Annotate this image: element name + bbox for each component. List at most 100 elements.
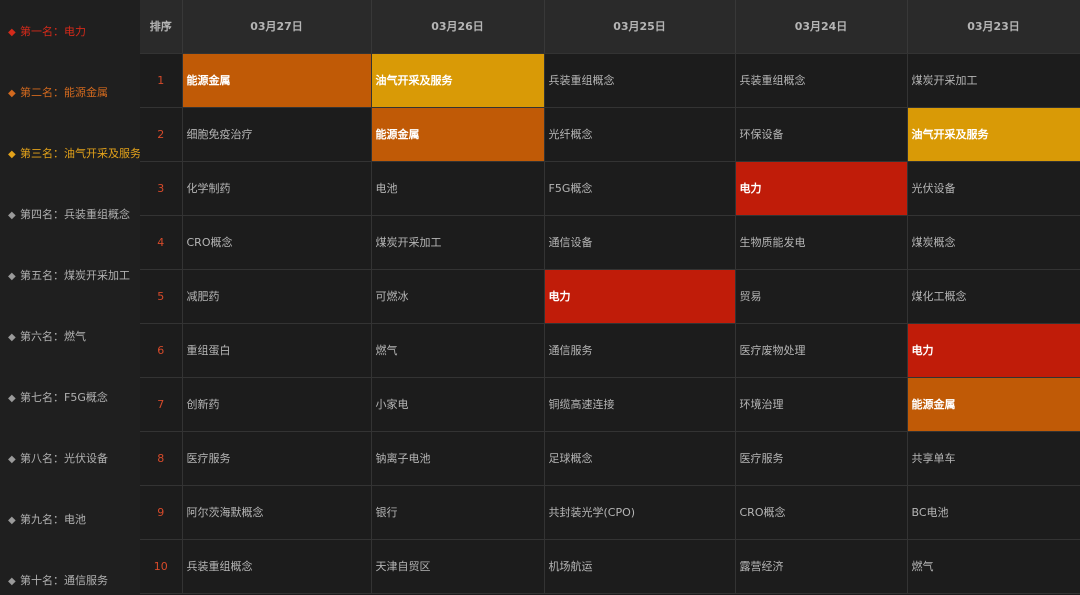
rank-number: 7 [140, 377, 183, 432]
diamond-icon: ◆ [8, 515, 16, 526]
sector-cell: 兵装重组概念 [182, 539, 372, 594]
table-row: 7 创新药 小家电 铜缆高速连接 环境治理 能源金属 [140, 377, 1080, 432]
diamond-icon: ◆ [8, 88, 16, 99]
sector-cell: 共封装光学(CPO) [544, 485, 736, 540]
sector-cell: 医疗服务 [735, 431, 908, 486]
rank-item: ◆ 第九名：电池 [8, 510, 86, 530]
table-row: 4 CRO概念 煤炭开采加工 通信设备 生物质能发电 煤炭概念 [140, 215, 1080, 270]
rank-item-label: 第七名：F5G概念 [20, 391, 108, 404]
sector-cell: 兵装重组概念 [735, 53, 908, 108]
diamond-icon: ◆ [8, 576, 16, 587]
sector-cell: 重组蛋白 [182, 323, 372, 378]
sector-cell: 银行 [371, 485, 545, 540]
sector-cell: 小家电 [371, 377, 545, 432]
rank-item: ◆ 第六名：燃气 [8, 327, 86, 347]
sector-cell: 兵装重组概念 [544, 53, 736, 108]
date-column-header: 03月27日 [182, 0, 372, 54]
sector-cell: 电池 [371, 161, 545, 216]
rank-item: ◆ 第八名：光伏设备 [8, 449, 108, 469]
sector-cell: BC电池 [907, 485, 1080, 540]
rank-item: ◆ 第四名：兵装重组概念 [8, 205, 130, 225]
sector-cell: 细胞免疫治疗 [182, 107, 372, 162]
highlighted-sector-cell: 电力 [907, 323, 1080, 378]
highlighted-sector-cell: 能源金属 [907, 377, 1080, 432]
table-header-row: 排序 03月27日 03月26日 03月25日 03月24日 03月23日 [140, 0, 1080, 54]
rank-number: 2 [140, 107, 183, 162]
sector-cell: 煤炭开采加工 [371, 215, 545, 270]
rank-number: 4 [140, 215, 183, 270]
sector-cell: 减肥药 [182, 269, 372, 324]
rank-item: ◆ 第七名：F5G概念 [8, 388, 108, 408]
sector-cell: 燃气 [371, 323, 545, 378]
rank-item-label: 第十名：通信服务 [20, 574, 108, 587]
date-column-header: 03月23日 [907, 0, 1080, 54]
sector-cell: 医疗服务 [182, 431, 372, 486]
sector-cell: 光纤概念 [544, 107, 736, 162]
sector-cell: 通信设备 [544, 215, 736, 270]
sector-cell: 阿尔茨海默概念 [182, 485, 372, 540]
highlighted-sector-cell: 电力 [735, 161, 908, 216]
rank-number: 8 [140, 431, 183, 486]
diamond-icon: ◆ [8, 454, 16, 465]
sector-cell: 煤化工概念 [907, 269, 1080, 324]
table-row: 9 阿尔茨海默概念 银行 共封装光学(CPO) CRO概念 BC电池 [140, 485, 1080, 540]
rank-item-label: 第五名：煤炭开采加工 [20, 269, 130, 282]
sector-cell: 露营经济 [735, 539, 908, 594]
sector-cell: 钠离子电池 [371, 431, 545, 486]
sector-cell: 燃气 [907, 539, 1080, 594]
rank-number: 10 [140, 539, 183, 594]
rank-item: ◆ 第三名：油气开采及服务 [8, 144, 141, 164]
sector-cell: 煤炭开采加工 [907, 53, 1080, 108]
sector-cell: CRO概念 [735, 485, 908, 540]
table-row: 3 化学制药 电池 F5G概念 电力 光伏设备 [140, 161, 1080, 216]
sector-cell: 煤炭概念 [907, 215, 1080, 270]
table-row: 8 医疗服务 钠离子电池 足球概念 医疗服务 共享单车 [140, 431, 1080, 486]
sector-cell: 通信服务 [544, 323, 736, 378]
sector-cell: 创新药 [182, 377, 372, 432]
sector-cell: 光伏设备 [907, 161, 1080, 216]
sector-cell: 生物质能发电 [735, 215, 908, 270]
highlighted-sector-cell: 能源金属 [371, 107, 545, 162]
rank-column-header: 排序 [140, 0, 183, 54]
highlighted-sector-cell: 油气开采及服务 [907, 107, 1080, 162]
date-column-header: 03月26日 [371, 0, 545, 54]
rank-item-label: 第九名：电池 [20, 513, 86, 526]
table-row: 2 细胞免疫治疗 能源金属 光纤概念 环保设备 油气开采及服务 [140, 107, 1080, 162]
date-column-header: 03月25日 [544, 0, 736, 54]
sector-cell: 医疗废物处理 [735, 323, 908, 378]
sector-cell: CRO概念 [182, 215, 372, 270]
rank-item: ◆ 第二名：能源金属 [8, 83, 108, 103]
rank-item-label: 第四名：兵装重组概念 [20, 208, 130, 221]
date-column-header: 03月24日 [735, 0, 908, 54]
sector-cell: 机场航运 [544, 539, 736, 594]
table-row: 6 重组蛋白 燃气 通信服务 医疗废物处理 电力 [140, 323, 1080, 378]
sector-cell: 环境治理 [735, 377, 908, 432]
rank-item-label: 第六名：燃气 [20, 330, 86, 343]
table-row: 5 减肥药 可燃冰 电力 贸易 煤化工概念 [140, 269, 1080, 324]
sector-cell: 环保设备 [735, 107, 908, 162]
rank-number: 1 [140, 53, 183, 108]
rank-number: 5 [140, 269, 183, 324]
sector-cell: 铜缆高速连接 [544, 377, 736, 432]
rank-item: ◆ 第五名：煤炭开采加工 [8, 266, 130, 286]
rank-item-label: 第三名：油气开采及服务 [20, 147, 141, 160]
rank-item: ◆ 第十名：通信服务 [8, 571, 108, 591]
diamond-icon: ◆ [8, 27, 16, 38]
sector-cell: F5G概念 [544, 161, 736, 216]
sector-cell: 天津自贸区 [371, 539, 545, 594]
sector-cell: 足球概念 [544, 431, 736, 486]
sector-cell: 可燃冰 [371, 269, 545, 324]
rank-item-label: 第二名：能源金属 [20, 86, 108, 99]
diamond-icon: ◆ [8, 393, 16, 404]
highlighted-sector-cell: 电力 [544, 269, 736, 324]
sector-cell: 贸易 [735, 269, 908, 324]
rank-number: 9 [140, 485, 183, 540]
table-row: 1 能源金属 油气开采及服务 兵装重组概念 兵装重组概念 煤炭开采加工 [140, 53, 1080, 108]
rank-number: 6 [140, 323, 183, 378]
highlighted-sector-cell: 能源金属 [182, 53, 372, 108]
rank-item: ◆ 第一名：电力 [8, 22, 86, 42]
diamond-icon: ◆ [8, 332, 16, 343]
rank-number: 3 [140, 161, 183, 216]
